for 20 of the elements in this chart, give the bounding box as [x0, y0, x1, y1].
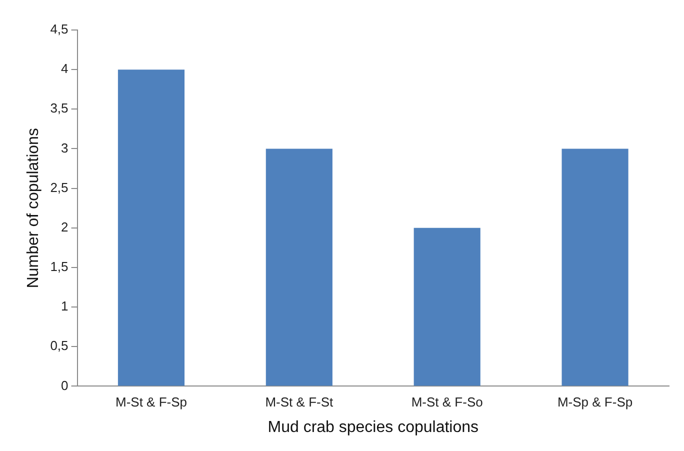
x-axis-title: Mud crab species copulations [268, 418, 479, 436]
bar [562, 148, 628, 386]
bar [266, 148, 332, 386]
y-tick-label: 4,5 [50, 22, 68, 37]
y-tick-label: 2,5 [50, 180, 68, 195]
y-tick-label: 4 [61, 61, 68, 76]
x-tick-label: M-Sp & F-Sp [557, 394, 633, 410]
x-tick-label: M-St & F-St [265, 394, 334, 410]
y-tick-label: 0 [61, 378, 68, 393]
bar [118, 70, 185, 386]
bar [414, 228, 480, 386]
x-tick-label: M-St & F-So [411, 394, 483, 410]
y-tick-label: 0,5 [50, 338, 68, 354]
y-tick-label: 3 [61, 140, 68, 156]
y-axis-title: Number of copulations [25, 128, 42, 288]
y-tick-label: 1 [61, 298, 68, 314]
x-tick-label: M-St & F-Sp [115, 394, 187, 410]
y-tick-label: 1,5 [50, 259, 68, 274]
y-tick-label: 2 [61, 219, 68, 234]
y-tick-label: 3,5 [50, 100, 68, 116]
